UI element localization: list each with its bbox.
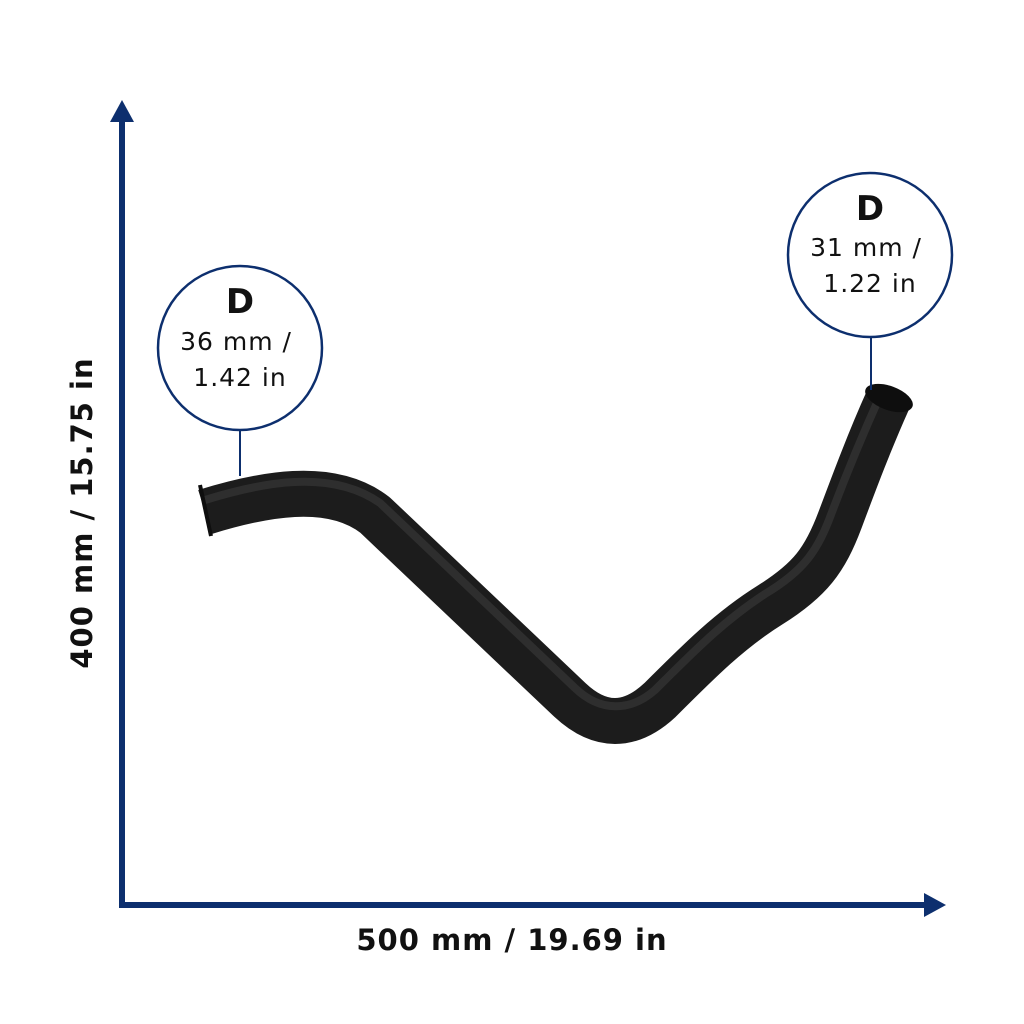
hose-highlight [203, 394, 884, 711]
callout-text: 36 mm / [180, 327, 292, 356]
x-axis-label: 500 mm / 19.69 in [356, 923, 667, 957]
hose-end [198, 484, 213, 537]
callout-left: D 36 mm / 1.42 in [156, 264, 324, 476]
callout-text: 31 mm / [810, 233, 922, 262]
hose [198, 383, 913, 744]
y-arrow [110, 100, 134, 122]
callout-right: D 31 mm / 1.22 in [786, 171, 954, 390]
hose-end [865, 383, 913, 413]
y-axis-label: 400 mm / 15.75 in [65, 357, 99, 668]
x-arrow [924, 893, 946, 917]
callout-title: D [856, 189, 884, 229]
callout-circle [786, 171, 954, 339]
axes [110, 100, 946, 917]
hose-body [198, 390, 909, 744]
callout-text: 1.42 in [193, 363, 286, 392]
callout-title: D [226, 282, 254, 322]
callout-circle [156, 264, 324, 432]
callout-text: 1.22 in [823, 269, 916, 298]
